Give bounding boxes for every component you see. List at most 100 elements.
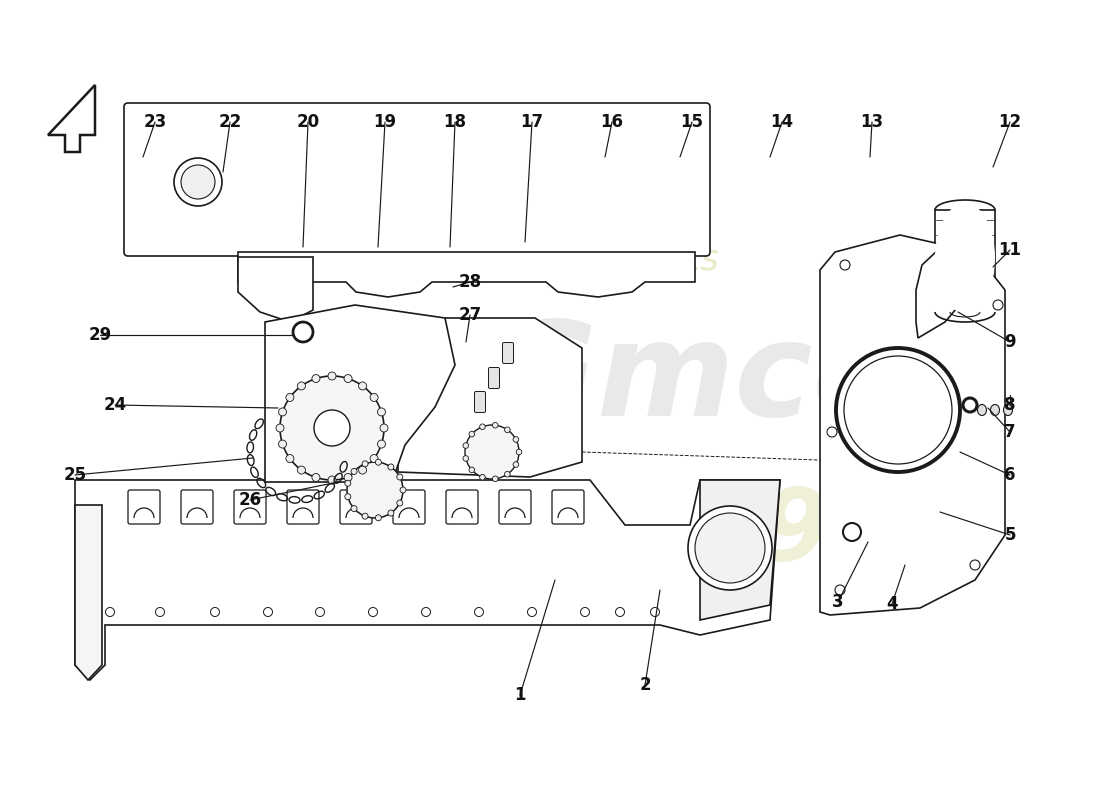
- Circle shape: [368, 607, 377, 617]
- Circle shape: [397, 474, 403, 480]
- Polygon shape: [398, 318, 582, 477]
- Text: 5: 5: [1004, 526, 1015, 544]
- Text: 14: 14: [770, 113, 793, 131]
- Circle shape: [106, 607, 114, 617]
- Circle shape: [397, 500, 403, 506]
- Circle shape: [388, 510, 394, 516]
- Circle shape: [370, 454, 378, 462]
- Text: 27: 27: [459, 306, 482, 324]
- Circle shape: [314, 410, 350, 446]
- Circle shape: [182, 165, 214, 199]
- Text: 1985: 1985: [691, 483, 969, 581]
- Text: eGmces: eGmces: [399, 317, 981, 443]
- Circle shape: [286, 394, 294, 402]
- FancyBboxPatch shape: [128, 490, 160, 524]
- Circle shape: [993, 300, 1003, 310]
- Text: 24: 24: [103, 396, 127, 414]
- Circle shape: [155, 607, 165, 617]
- Circle shape: [344, 474, 352, 482]
- Circle shape: [827, 427, 837, 437]
- Circle shape: [505, 427, 510, 433]
- Text: 7: 7: [1004, 423, 1015, 441]
- Circle shape: [480, 474, 485, 480]
- Circle shape: [370, 394, 378, 402]
- Circle shape: [362, 461, 369, 467]
- Text: 22: 22: [219, 113, 242, 131]
- Text: 23: 23: [143, 113, 166, 131]
- Circle shape: [469, 467, 474, 473]
- Circle shape: [840, 260, 850, 270]
- FancyBboxPatch shape: [503, 342, 514, 363]
- Circle shape: [278, 408, 286, 416]
- Circle shape: [516, 450, 521, 454]
- Circle shape: [328, 476, 336, 484]
- Circle shape: [513, 437, 519, 442]
- Text: 19: 19: [373, 113, 397, 131]
- Text: 18: 18: [443, 113, 466, 131]
- Circle shape: [286, 454, 294, 462]
- Text: a passion for parts: a passion for parts: [382, 243, 718, 277]
- Circle shape: [465, 425, 519, 479]
- Polygon shape: [238, 252, 695, 297]
- Text: 13: 13: [860, 113, 883, 131]
- Polygon shape: [916, 250, 974, 338]
- Circle shape: [379, 424, 388, 432]
- Text: 20: 20: [296, 113, 320, 131]
- Circle shape: [528, 607, 537, 617]
- FancyBboxPatch shape: [182, 490, 213, 524]
- Circle shape: [297, 382, 306, 390]
- Circle shape: [480, 424, 485, 430]
- Circle shape: [695, 513, 764, 583]
- Ellipse shape: [978, 405, 987, 415]
- Circle shape: [388, 464, 394, 470]
- FancyBboxPatch shape: [488, 367, 499, 389]
- FancyBboxPatch shape: [446, 490, 478, 524]
- FancyBboxPatch shape: [340, 490, 372, 524]
- FancyBboxPatch shape: [124, 103, 710, 256]
- Circle shape: [463, 442, 469, 448]
- Circle shape: [505, 471, 510, 477]
- Circle shape: [344, 494, 351, 500]
- Text: 15: 15: [681, 113, 704, 131]
- Circle shape: [276, 424, 284, 432]
- Circle shape: [493, 476, 498, 482]
- FancyBboxPatch shape: [234, 490, 266, 524]
- Circle shape: [312, 474, 320, 482]
- Circle shape: [375, 514, 382, 521]
- Polygon shape: [75, 480, 780, 680]
- FancyBboxPatch shape: [552, 490, 584, 524]
- Circle shape: [377, 440, 385, 448]
- Ellipse shape: [935, 203, 996, 313]
- Text: 28: 28: [459, 273, 482, 291]
- Circle shape: [375, 459, 382, 466]
- Circle shape: [297, 466, 306, 474]
- Text: 2: 2: [639, 676, 651, 694]
- Text: 9: 9: [1004, 333, 1015, 351]
- Circle shape: [463, 456, 469, 462]
- Text: 8: 8: [1004, 396, 1015, 414]
- FancyBboxPatch shape: [393, 490, 425, 524]
- Polygon shape: [48, 85, 95, 152]
- Ellipse shape: [1003, 405, 1012, 415]
- Text: 16: 16: [601, 113, 624, 131]
- Circle shape: [688, 506, 772, 590]
- Circle shape: [351, 469, 358, 474]
- Circle shape: [650, 607, 660, 617]
- Text: 25: 25: [64, 466, 87, 484]
- Circle shape: [278, 440, 286, 448]
- Circle shape: [377, 408, 385, 416]
- Circle shape: [264, 607, 273, 617]
- Circle shape: [174, 158, 222, 206]
- Text: 6: 6: [1004, 466, 1015, 484]
- Text: 26: 26: [239, 491, 262, 509]
- FancyBboxPatch shape: [474, 391, 485, 413]
- FancyBboxPatch shape: [499, 490, 531, 524]
- Text: 17: 17: [520, 113, 543, 131]
- Polygon shape: [820, 235, 1005, 615]
- Circle shape: [280, 376, 384, 480]
- Circle shape: [400, 487, 406, 493]
- Polygon shape: [238, 257, 314, 322]
- Ellipse shape: [990, 405, 1000, 415]
- Circle shape: [316, 607, 324, 617]
- FancyBboxPatch shape: [287, 490, 319, 524]
